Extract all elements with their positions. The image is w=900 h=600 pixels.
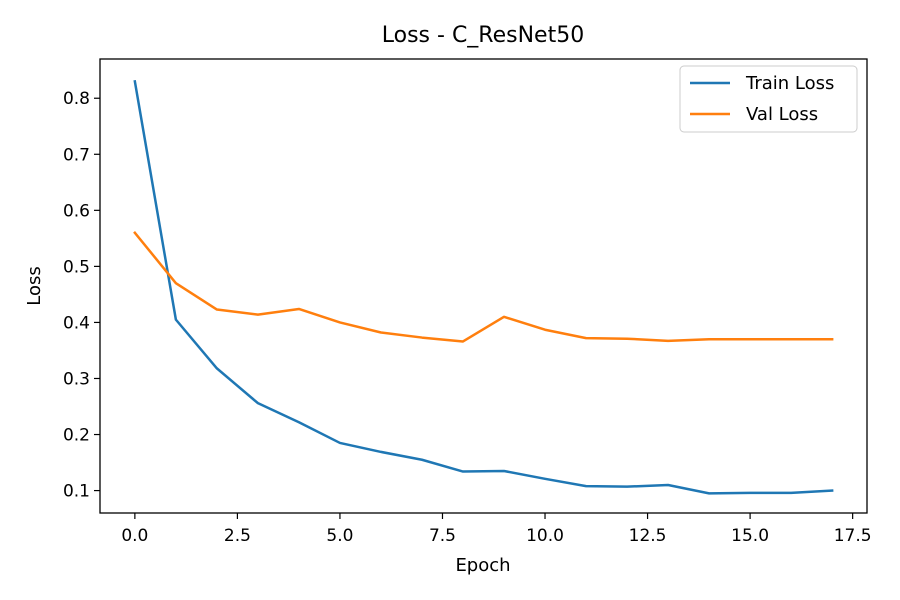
legend-label-train-loss: Train Loss <box>745 73 834 94</box>
series-line-val-loss <box>133 230 834 343</box>
x-tick-label: 7.5 <box>429 526 456 546</box>
y-tick-label: 0.1 <box>63 482 90 502</box>
legend: Train Loss Val Loss <box>679 65 858 133</box>
y-tick-label: 0.8 <box>63 89 90 109</box>
plot-frame <box>99 58 868 514</box>
series-line-train-loss <box>133 79 834 495</box>
y-tick-label: 0.2 <box>63 426 90 446</box>
y-tick-label: 0.7 <box>63 145 90 165</box>
x-tick-label: 17.5 <box>834 526 872 546</box>
x-tick-label: 12.5 <box>629 526 667 546</box>
y-tick-label: 0.3 <box>63 369 90 389</box>
x-axis-label: Epoch <box>455 555 510 576</box>
y-axis-label: Loss <box>24 266 45 305</box>
series-lines <box>133 79 834 495</box>
legend-label-val-loss: Val Loss <box>746 104 818 125</box>
x-tick-label: 0.0 <box>121 526 148 546</box>
x-tick-label: 5.0 <box>326 526 353 546</box>
x-tick-label: 2.5 <box>224 526 251 546</box>
x-axis: 0.0 2.5 5.0 7.5 10.0 12.5 15.0 17.5 <box>121 513 872 546</box>
x-tick-label: 15.0 <box>731 526 769 546</box>
y-axis: 0.1 0.2 0.3 0.4 0.5 0.6 0.7 0.8 <box>63 89 100 502</box>
y-tick-label: 0.6 <box>63 201 90 221</box>
x-tick-label: 10.0 <box>526 526 564 546</box>
y-tick-label: 0.4 <box>63 313 90 333</box>
chart-title: Loss - C_ResNet50 <box>382 23 584 48</box>
y-tick-label: 0.5 <box>63 257 90 277</box>
